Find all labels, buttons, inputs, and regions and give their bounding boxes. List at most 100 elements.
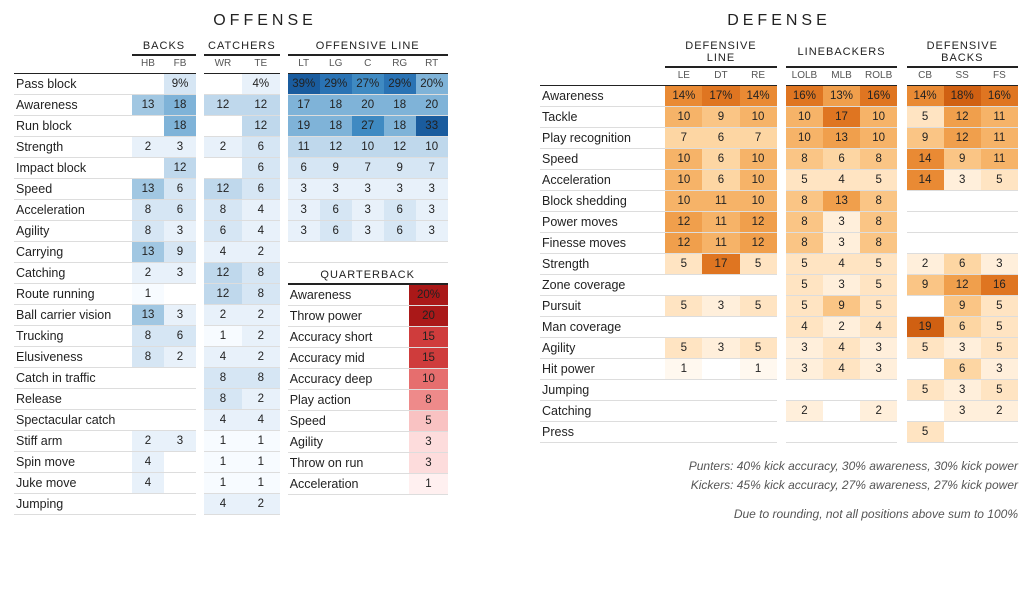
heat-cell: 3 <box>416 200 448 221</box>
heat-cell: 2 <box>823 317 860 338</box>
position-header: FB <box>164 55 196 74</box>
heat-cell: 8 <box>204 368 242 389</box>
heat-cell: 4 <box>823 359 860 380</box>
heat-cell: 5 <box>665 254 702 275</box>
heat-cell: 1 <box>242 452 280 473</box>
heat-cell: 10 <box>860 128 897 149</box>
heat-cell: 12 <box>665 233 702 254</box>
heat-cell <box>665 317 702 338</box>
heat-cell <box>981 191 1018 212</box>
heat-cell: 8 <box>132 326 164 347</box>
qb-cell: 10 <box>409 368 447 389</box>
row-label: Catching <box>14 263 132 284</box>
qb-row-label: Throw power <box>288 305 410 326</box>
heat-cell: 27% <box>352 74 384 95</box>
heat-cell: 3 <box>352 200 384 221</box>
qb-cell: 20% <box>409 284 447 305</box>
heat-cell: 3 <box>944 401 981 422</box>
heat-cell: 13 <box>132 95 164 116</box>
row-label: Agility <box>540 338 665 359</box>
heat-cell: 5 <box>907 422 944 443</box>
heat-cell: 4 <box>204 347 242 368</box>
heat-cell: 6 <box>384 221 416 242</box>
heat-cell: 3 <box>352 179 384 200</box>
heat-cell: 11 <box>702 212 739 233</box>
qb-row-label: Awareness <box>288 284 410 305</box>
heat-cell <box>702 359 739 380</box>
row-label: Spin move <box>14 452 132 473</box>
heat-cell: 10 <box>860 107 897 128</box>
heat-cell: 10 <box>352 137 384 158</box>
heat-cell: 3 <box>288 221 320 242</box>
heat-cell: 3 <box>702 296 739 317</box>
footnote-line: Kickers: 45% kick accuracy, 27% awarenes… <box>540 476 1018 495</box>
heat-cell: 5 <box>665 296 702 317</box>
heat-cell: 5 <box>860 275 897 296</box>
heat-cell <box>944 422 981 443</box>
heat-cell: 5 <box>981 338 1018 359</box>
heat-cell: 39% <box>288 74 320 95</box>
heat-cell <box>164 284 196 305</box>
row-label: Acceleration <box>14 200 132 221</box>
heat-cell: 19 <box>288 116 320 137</box>
heat-cell: 6 <box>320 221 352 242</box>
position-header: RE <box>740 67 777 86</box>
heat-cell: 11 <box>288 137 320 158</box>
heat-cell: 10 <box>740 107 777 128</box>
heat-cell <box>860 422 897 443</box>
offense-title: OFFENSE <box>14 12 516 30</box>
heat-cell <box>702 401 739 422</box>
heat-cell: 27 <box>352 116 384 137</box>
heat-cell <box>665 380 702 401</box>
heat-cell <box>665 275 702 296</box>
row-label: Juke move <box>14 473 132 494</box>
heat-cell: 8 <box>242 284 280 305</box>
qb-cell: 1 <box>409 473 447 494</box>
heat-cell: 5 <box>981 380 1018 401</box>
position-header: WR <box>204 55 242 74</box>
heat-cell: 5 <box>740 254 777 275</box>
heat-cell <box>132 158 164 179</box>
row-label: Impact block <box>14 158 132 179</box>
heat-cell <box>164 389 196 410</box>
heat-cell: 2 <box>860 401 897 422</box>
heat-cell: 13 <box>132 305 164 326</box>
heat-cell: 10 <box>665 191 702 212</box>
heat-cell: 3 <box>352 221 384 242</box>
heat-cell: 3 <box>384 179 416 200</box>
row-label: Ball carrier vision <box>14 305 132 326</box>
heat-cell <box>981 233 1018 254</box>
heat-cell: 12 <box>944 275 981 296</box>
heat-cell: 12 <box>944 107 981 128</box>
heat-cell: 18 <box>320 116 352 137</box>
heat-cell: 8 <box>204 200 242 221</box>
heat-cell: 3 <box>288 200 320 221</box>
heat-cell: 6 <box>288 158 320 179</box>
position-header: FS <box>981 67 1018 86</box>
heat-cell: 3 <box>416 221 448 242</box>
heat-cell: 6 <box>944 254 981 275</box>
row-label: Route running <box>14 284 132 305</box>
qb-cell: 15 <box>409 326 447 347</box>
heat-cell: 6 <box>242 179 280 200</box>
heat-cell: 4 <box>132 452 164 473</box>
heat-cell: 2 <box>164 347 196 368</box>
heat-cell: 4 <box>204 494 242 515</box>
heat-cell: 5 <box>740 338 777 359</box>
heat-cell: 3 <box>164 305 196 326</box>
heat-cell <box>702 275 739 296</box>
heat-cell: 12 <box>204 95 242 116</box>
heat-cell: 8 <box>132 221 164 242</box>
qb-row-label: Accuracy mid <box>288 347 410 368</box>
heat-cell: 5 <box>860 170 897 191</box>
heat-cell: 33 <box>416 116 448 137</box>
heat-cell: 5 <box>665 338 702 359</box>
heat-cell: 4 <box>242 221 280 242</box>
row-label: Catch in traffic <box>14 368 132 389</box>
heat-cell: 1 <box>740 359 777 380</box>
position-header: RG <box>384 55 416 74</box>
heat-cell: 18 <box>384 95 416 116</box>
heat-cell: 2 <box>907 254 944 275</box>
heat-cell: 2 <box>242 494 280 515</box>
qb-cell: 5 <box>409 410 447 431</box>
